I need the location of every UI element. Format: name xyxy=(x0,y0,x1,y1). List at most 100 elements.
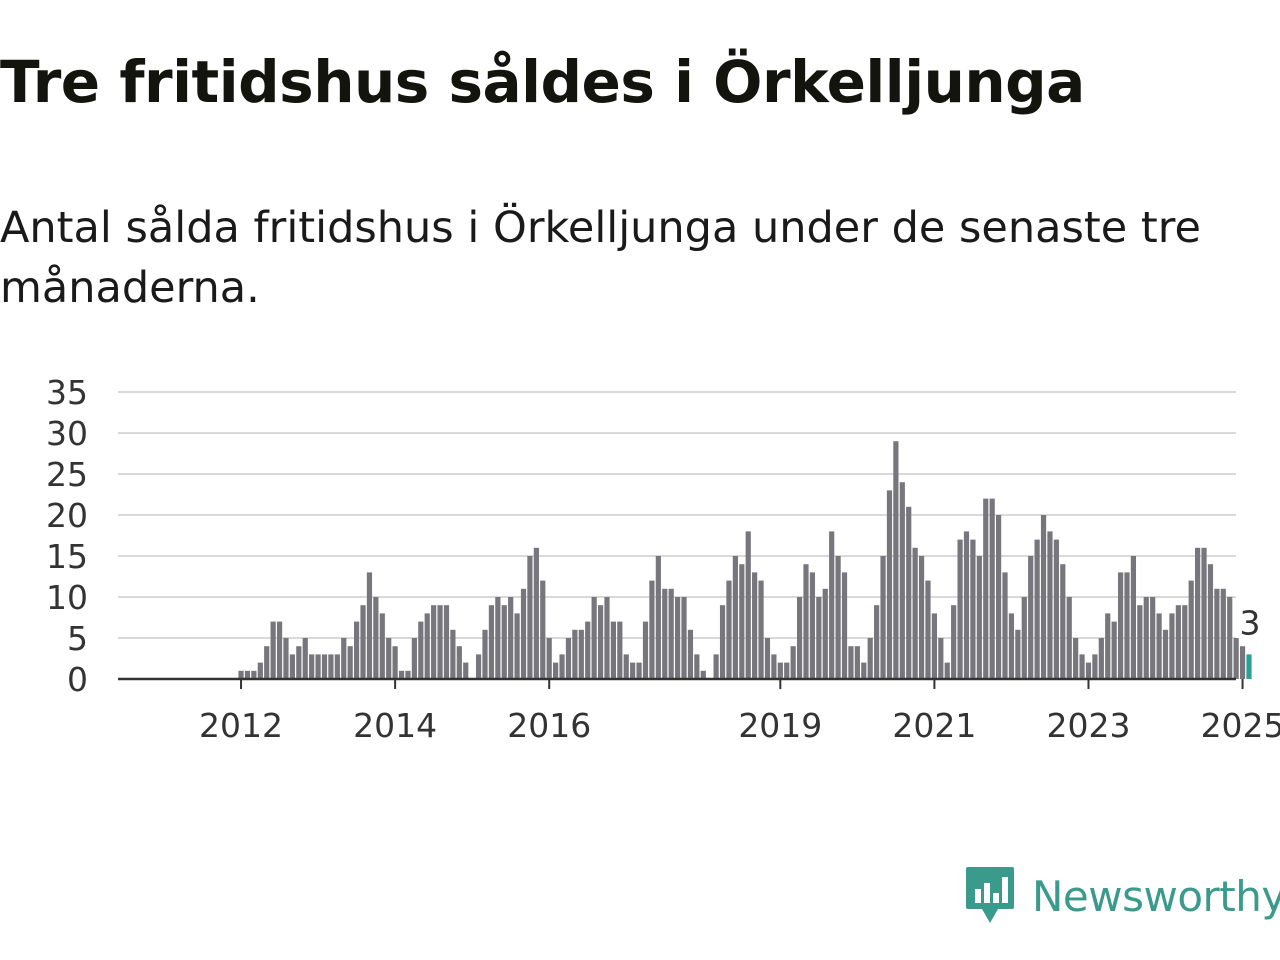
bar xyxy=(1195,547,1201,679)
bar xyxy=(591,597,597,679)
bar xyxy=(1053,539,1059,679)
bar xyxy=(1150,597,1156,679)
bar xyxy=(264,646,270,679)
bar xyxy=(886,490,893,679)
bar xyxy=(418,621,424,679)
y-tick-label: 35 xyxy=(46,373,88,412)
y-tick-label: 15 xyxy=(46,537,88,576)
y-tick-label: 20 xyxy=(46,496,88,535)
bar xyxy=(636,662,642,679)
bar xyxy=(546,638,552,679)
bar xyxy=(379,613,385,679)
bar xyxy=(1098,638,1104,679)
bar xyxy=(431,605,437,679)
bar xyxy=(1214,588,1220,679)
bar xyxy=(662,588,668,679)
brand-name: Newsworthy xyxy=(1032,871,1280,921)
bar xyxy=(1188,580,1194,679)
bar xyxy=(861,662,867,679)
bar xyxy=(1117,572,1124,679)
bar xyxy=(373,597,379,679)
bar xyxy=(386,638,392,679)
bar xyxy=(533,547,539,679)
bar xyxy=(1047,531,1053,679)
bar xyxy=(996,515,1002,679)
bar xyxy=(1124,572,1130,679)
bar xyxy=(527,556,533,679)
bar xyxy=(1227,597,1233,679)
bar xyxy=(251,670,257,679)
bar xyxy=(1060,564,1066,679)
bar xyxy=(796,597,803,679)
bar xyxy=(610,621,616,679)
bar xyxy=(1111,621,1117,679)
bar xyxy=(572,629,578,679)
bar xyxy=(1233,638,1239,679)
bar xyxy=(700,670,706,679)
bar xyxy=(758,580,764,679)
bars xyxy=(238,441,1252,679)
bar xyxy=(1105,613,1111,679)
bar xyxy=(450,629,456,679)
bar xyxy=(925,580,931,679)
bar xyxy=(289,654,295,679)
y-tick-label: 10 xyxy=(46,578,88,617)
bar xyxy=(1207,564,1214,679)
bar xyxy=(739,564,745,679)
bar xyxy=(1156,613,1162,679)
bar xyxy=(585,621,591,679)
bar xyxy=(1143,597,1149,679)
y-tick-label: 30 xyxy=(46,414,88,453)
bar xyxy=(578,629,584,679)
bar xyxy=(803,564,809,679)
x-tick-label: 2025 xyxy=(1201,706,1280,745)
bar xyxy=(1015,629,1021,679)
bar xyxy=(649,580,655,679)
bar xyxy=(771,654,777,679)
x-tick-label: 2021 xyxy=(892,706,976,745)
bar xyxy=(931,613,937,679)
bar xyxy=(790,646,796,679)
bar xyxy=(360,605,366,679)
grid-lines xyxy=(118,391,1236,639)
bar xyxy=(957,539,963,679)
bar xyxy=(1085,662,1092,679)
bar xyxy=(989,498,995,679)
x-tick-label: 2014 xyxy=(353,706,437,745)
bar xyxy=(642,621,649,679)
bar xyxy=(1201,547,1207,679)
y-tick-label: 0 xyxy=(67,660,88,699)
bar xyxy=(1239,646,1246,679)
bar xyxy=(508,597,514,679)
bar xyxy=(867,638,873,679)
bar xyxy=(456,646,462,679)
bar xyxy=(495,597,501,679)
bar xyxy=(482,629,488,679)
bar xyxy=(405,670,411,679)
bar xyxy=(328,654,334,679)
bar xyxy=(938,638,944,679)
x-tick-label: 2012 xyxy=(199,706,283,745)
bar xyxy=(976,556,982,679)
bar xyxy=(1073,638,1079,679)
x-tick-label: 2016 xyxy=(507,706,591,745)
bar xyxy=(1034,539,1040,679)
bar xyxy=(983,498,989,679)
bar xyxy=(443,605,450,679)
bar xyxy=(283,638,289,679)
bar xyxy=(296,646,302,679)
bar xyxy=(1066,597,1072,679)
bar xyxy=(398,670,405,679)
bar xyxy=(630,662,636,679)
bar xyxy=(951,605,957,679)
bar xyxy=(1220,588,1226,679)
bar xyxy=(906,506,912,679)
bar xyxy=(944,662,950,679)
bar xyxy=(816,597,822,679)
bar xyxy=(366,572,373,679)
bar xyxy=(1092,654,1098,679)
bar xyxy=(238,670,244,679)
bar xyxy=(309,654,315,679)
